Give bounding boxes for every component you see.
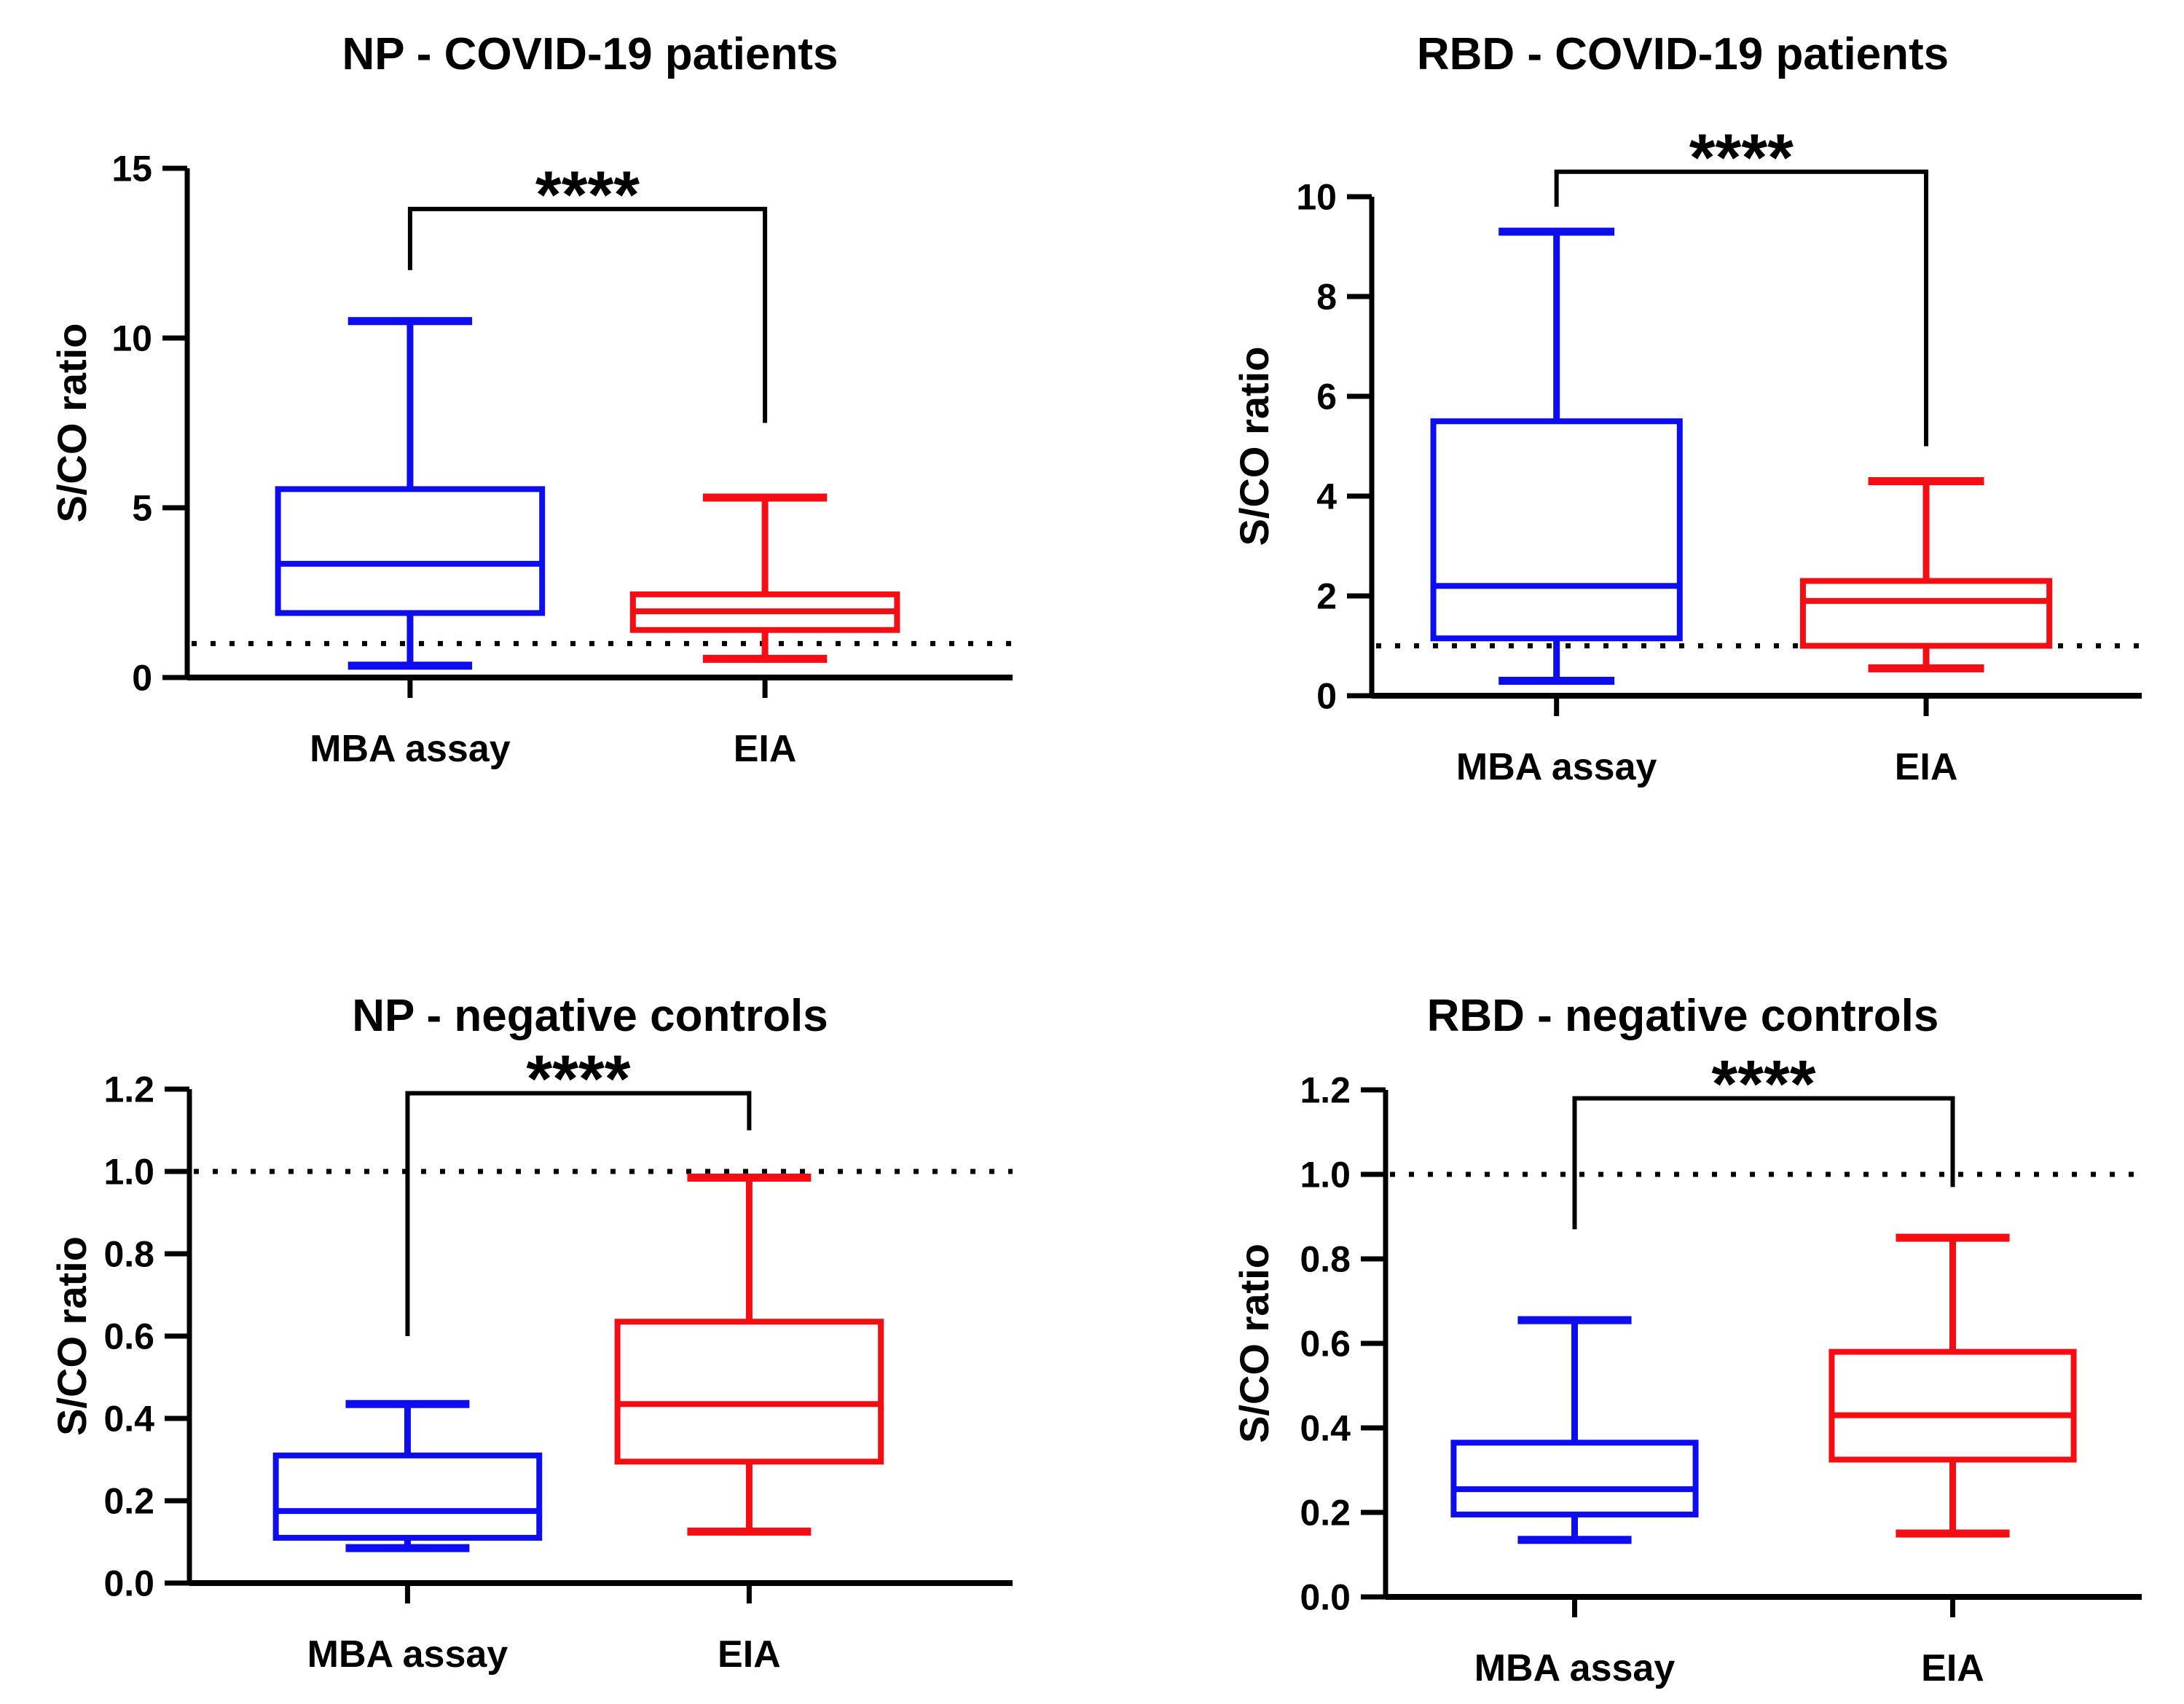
y-tick-label: 0.8 <box>103 1234 154 1275</box>
iqr-box <box>272 1452 543 1541</box>
iqr-box <box>275 486 546 616</box>
y-tick-label: 8 <box>1316 277 1337 318</box>
x-category-label: EIA <box>1895 746 1958 788</box>
significance-stars: **** <box>526 1043 630 1117</box>
y-tick-label: 10 <box>111 318 152 359</box>
chart-rbd-covid19-patients: RBD - COVID-19 patients 0 2 4 6 8 10 S/CO ratio… <box>1231 29 2142 788</box>
boxplot-mba <box>275 317 546 670</box>
significance-stars: **** <box>535 158 640 232</box>
y-tick-label: 0.0 <box>103 1563 154 1604</box>
significance-bracket <box>1554 169 1929 447</box>
boxplot-mba <box>1430 227 1683 685</box>
significance-bracket <box>1572 1096 1955 1230</box>
x-category-label: MBA assay <box>307 1633 508 1676</box>
significance-bracket <box>405 1091 752 1336</box>
y-axis-label: S/CO ratio <box>1231 1244 1277 1443</box>
panel-rbd-covid19-patients: RBD - COVID-19 patients 0 2 4 6 8 10 S/CO ratio… <box>1092 0 2184 852</box>
iqr-box <box>1430 418 1683 642</box>
y-tick-label: 0.4 <box>1300 1408 1351 1449</box>
y-tick-label: 1.2 <box>1300 1070 1351 1111</box>
boxplot-eia <box>1799 476 2053 672</box>
y-tick-label: 1.0 <box>103 1152 154 1193</box>
y-tick-label: 2 <box>1316 576 1337 617</box>
x-category-label: EIA <box>1921 1647 1984 1689</box>
y-tick-label: 0.2 <box>1300 1493 1351 1534</box>
significance-stars: **** <box>1711 1048 1815 1122</box>
y-tick-label: 0.6 <box>1300 1324 1351 1365</box>
panel-np-negative-controls: NP - negative controls 0.0 0.2 0.4 0.6 0.8 1.0… <box>0 852 1092 1704</box>
chart-title: NP - COVID-19 patients <box>342 29 838 79</box>
x-category-label: EIA <box>718 1633 781 1676</box>
y-axis-label: S/CO ratio <box>49 323 95 523</box>
chart-title: RBD - COVID-19 patients <box>1417 29 1949 79</box>
chart-rbd-negative-controls: RBD - negative controls 0.0 0.2 0.4 0.6 0.8 1.… <box>1231 991 2142 1689</box>
y-tick-label: 1.2 <box>103 1069 154 1110</box>
x-category-label: MBA assay <box>1456 746 1657 788</box>
chart-np-negative-controls: NP - negative controls 0.0 0.2 0.4 0.6 0.8 1.0… <box>49 991 1013 1676</box>
significance-stars: **** <box>1689 121 1794 195</box>
x-category-label: MBA assay <box>1474 1647 1676 1689</box>
y-tick-label: 15 <box>111 149 152 189</box>
boxplot-eia <box>1828 1233 2077 1538</box>
y-tick-label: 0.8 <box>1300 1239 1351 1280</box>
y-axis-label: S/CO ratio <box>1231 347 1277 546</box>
y-tick-label: 0.6 <box>103 1316 154 1357</box>
iqr-box <box>614 1319 884 1465</box>
panel-np-covid19-patients: NP - COVID-19 patients 0 5 10 15 S/CO ratio MB… <box>0 0 1092 852</box>
y-tick-label: 5 <box>132 488 152 529</box>
panel-rbd-negative-controls: RBD - negative controls 0.0 0.2 0.4 0.6 0.8 1.… <box>1092 852 2184 1704</box>
y-tick-label: 6 <box>1316 377 1337 417</box>
y-tick-label: 1.0 <box>1300 1155 1351 1195</box>
y-axis-label: S/CO ratio <box>49 1236 95 1436</box>
y-tick-label: 0 <box>1316 676 1337 717</box>
chart-title: NP - negative controls <box>352 991 828 1041</box>
y-tick-label: 0.4 <box>103 1399 154 1440</box>
y-tick-label: 0.2 <box>103 1481 154 1522</box>
boxplot-mba <box>272 1399 543 1552</box>
y-tick-label: 10 <box>1296 177 1337 218</box>
iqr-box <box>1799 578 2053 649</box>
y-tick-label: 0 <box>132 658 152 699</box>
boxplot-eia <box>629 493 900 663</box>
boxplot-eia <box>614 1173 884 1536</box>
significance-bracket <box>407 206 768 423</box>
x-category-label: EIA <box>734 728 797 770</box>
iqr-box <box>1828 1348 2077 1463</box>
y-tick-label: 4 <box>1316 476 1337 517</box>
chart-title: RBD - negative controls <box>1427 991 1939 1041</box>
chart-np-covid19-patients: NP - COVID-19 patients 0 5 10 15 S/CO ratio MB… <box>49 29 1013 770</box>
iqr-box <box>1450 1440 1699 1517</box>
x-category-label: MBA assay <box>310 728 511 770</box>
y-tick-label: 0.0 <box>1300 1577 1351 1618</box>
boxplot-mba <box>1450 1316 1699 1544</box>
